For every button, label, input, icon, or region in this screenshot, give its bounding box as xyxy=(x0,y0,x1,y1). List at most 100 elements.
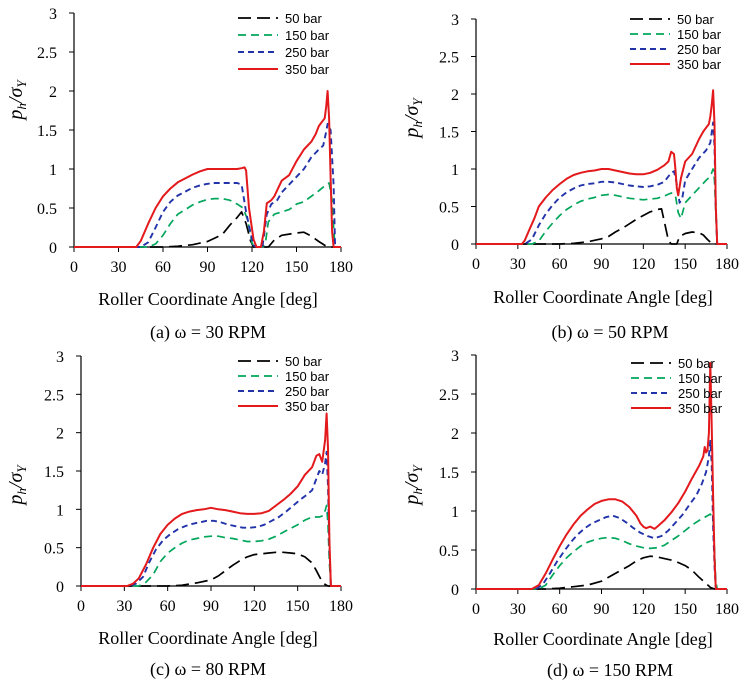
series-line-350-bar xyxy=(476,361,727,590)
legend-label: 250 bar xyxy=(678,386,723,401)
y-tick-label: 3 xyxy=(451,348,459,365)
x-tick-label: 90 xyxy=(594,601,610,618)
x-tick-label: 120 xyxy=(631,601,655,618)
x-tick-label: 180 xyxy=(329,259,353,276)
legend-label: 350 bar xyxy=(677,57,722,72)
x-tick-label: 180 xyxy=(715,256,739,273)
panel-caption: (a) ω = 30 RPM xyxy=(150,322,266,343)
svg-text:ph/σY: ph/σY xyxy=(5,79,29,122)
legend-label: 150 bar xyxy=(677,27,722,42)
x-axis-label: Roller Coordinate Angle [deg] xyxy=(493,287,712,307)
y-tick-label: 0 xyxy=(56,579,64,596)
legend-label: 250 bar xyxy=(285,384,330,399)
svg-text:ph/σY: ph/σY xyxy=(401,464,425,507)
y-tick-label: 2 xyxy=(451,87,459,104)
series-line-350-bar xyxy=(81,412,341,587)
y-tick-label: 2.5 xyxy=(44,387,64,404)
y-tick-label: 1.5 xyxy=(37,123,57,140)
x-tick-label: 60 xyxy=(552,601,568,618)
y-tick-label: 0.5 xyxy=(439,543,459,560)
y-tick-label: 0.5 xyxy=(439,200,459,217)
legend-label: 350 bar xyxy=(285,62,330,77)
x-tick-label: 0 xyxy=(70,259,78,276)
x-tick-label: 0 xyxy=(472,601,480,618)
x-tick-label: 120 xyxy=(242,598,266,615)
x-tick-label: 30 xyxy=(116,598,132,615)
legend-label: 250 bar xyxy=(677,42,722,57)
series-line-50-bar xyxy=(81,551,341,587)
x-tick-label: 60 xyxy=(155,259,171,276)
x-tick-label: 0 xyxy=(77,598,85,615)
y-tick-label: 3 xyxy=(49,6,57,23)
panel-b: ph/σY Roller Coordinate Angle [deg] (b) … xyxy=(401,12,739,343)
x-tick-label: 30 xyxy=(510,601,526,618)
series-line-50-bar xyxy=(476,555,727,590)
y-tick-label: 1 xyxy=(451,162,459,179)
legend-label: 250 bar xyxy=(285,45,330,60)
panel-a: ph/σY Roller Coordinate Angle [deg] (a) … xyxy=(5,6,353,343)
panel-c: ph/σY Roller Coordinate Angle [deg] (c) … xyxy=(5,349,353,680)
legend-label: 350 bar xyxy=(678,401,723,416)
y-tick-label: 1 xyxy=(451,504,459,521)
y-tick-label: 2 xyxy=(49,84,57,101)
svg-text:ph/σY: ph/σY xyxy=(401,97,425,140)
x-tick-label: 150 xyxy=(673,601,697,618)
x-tick-label: 150 xyxy=(285,259,309,276)
y-tick-label: 0.5 xyxy=(37,201,57,218)
y-tick-label: 1.5 xyxy=(439,125,459,142)
x-tick-label: 90 xyxy=(594,256,610,273)
legend-label: 150 bar xyxy=(678,371,723,386)
y-tick-label: 2.5 xyxy=(37,45,57,62)
panel-caption: (c) ω = 80 RPM xyxy=(150,659,266,680)
series-line-350-bar xyxy=(74,90,341,248)
legend: 50 bar 150 bar 250 bar 350 bar xyxy=(238,11,330,77)
legend-label: 50 bar xyxy=(285,11,323,26)
legend-label: 50 bar xyxy=(285,354,323,369)
legend-label: 150 bar xyxy=(285,369,330,384)
y-axis-label: ph/σY xyxy=(401,97,425,140)
y-axis-label: ph/σY xyxy=(5,79,29,122)
svg-text:ph/σY: ph/σY xyxy=(5,464,29,507)
x-tick-label: 0 xyxy=(472,256,480,273)
x-tick-label: 120 xyxy=(631,256,655,273)
series-line-150-bar xyxy=(476,168,727,245)
series-line-350-bar xyxy=(476,89,727,245)
series-line-150-bar xyxy=(476,513,727,590)
series-line-150-bar xyxy=(74,182,341,248)
x-tick-label: 30 xyxy=(510,256,526,273)
x-tick-label: 150 xyxy=(673,256,697,273)
series-line-250-bar xyxy=(74,122,341,248)
legend-label: 50 bar xyxy=(678,356,716,371)
y-tick-label: 3 xyxy=(56,349,64,366)
panel-caption: (d) ω = 150 RPM xyxy=(547,660,673,681)
y-tick-label: 1 xyxy=(49,162,57,179)
y-tick-label: 3 xyxy=(451,12,459,29)
x-tick-label: 30 xyxy=(111,259,127,276)
x-tick-label: 90 xyxy=(203,598,219,615)
legend-label: 150 bar xyxy=(285,28,330,43)
y-tick-label: 2.5 xyxy=(439,387,459,404)
y-tick-label: 2.5 xyxy=(439,50,459,67)
x-axis-label: Roller Coordinate Angle [deg] xyxy=(98,628,317,648)
y-axis-label: ph/σY xyxy=(401,464,425,507)
y-tick-label: 1 xyxy=(56,502,64,519)
series-line-150-bar xyxy=(81,504,341,587)
y-axis-label: ph/σY xyxy=(5,464,29,507)
x-axis-label: Roller Coordinate Angle [deg] xyxy=(493,629,712,649)
x-tick-label: 180 xyxy=(329,598,353,615)
y-tick-label: 0 xyxy=(49,240,57,257)
y-tick-label: 0.5 xyxy=(44,541,64,558)
y-tick-label: 0 xyxy=(451,237,459,254)
y-tick-label: 1.5 xyxy=(439,465,459,482)
y-tick-label: 2 xyxy=(451,426,459,443)
x-tick-label: 180 xyxy=(715,601,739,618)
x-tick-label: 90 xyxy=(200,259,216,276)
y-tick-label: 1.5 xyxy=(44,464,64,481)
series-line-250-bar xyxy=(476,439,727,590)
series-line-50-bar xyxy=(476,207,727,245)
panel-d: ph/σY Roller Coordinate Angle [deg] (d) … xyxy=(401,348,739,681)
